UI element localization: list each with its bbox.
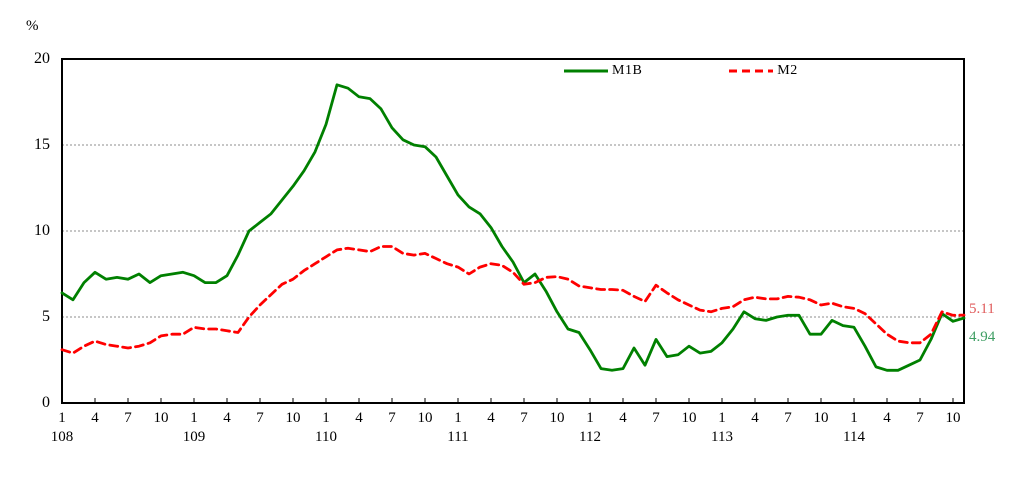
x-month-label: 1 bbox=[718, 410, 726, 426]
y-tick-label-20: 20 bbox=[34, 50, 50, 67]
x-month-label: 1 bbox=[454, 410, 462, 426]
x-month-label: 4 bbox=[223, 410, 231, 426]
x-month-label: 4 bbox=[883, 410, 891, 426]
x-month-label: 1 bbox=[58, 410, 66, 426]
x-month-label: 10 bbox=[153, 410, 169, 426]
y-axis-unit-label: % bbox=[26, 18, 39, 34]
x-month-label: 7 bbox=[256, 410, 264, 426]
x-month-label: 4 bbox=[487, 410, 495, 426]
x-year-label-113: 113 bbox=[711, 429, 733, 445]
x-month-label: 4 bbox=[619, 410, 627, 426]
x-year-label-108: 108 bbox=[50, 429, 74, 445]
x-month-label: 1 bbox=[190, 410, 198, 426]
x-year-label-110: 110 bbox=[315, 429, 337, 445]
m2-end-value-label: 5.11 bbox=[969, 301, 995, 317]
x-month-label: 1 bbox=[586, 410, 594, 426]
m1b-end-value-label: 4.94 bbox=[969, 329, 996, 345]
x-month-label: 4 bbox=[751, 410, 759, 426]
series-line-m1b bbox=[60, 83, 966, 372]
plot-border bbox=[61, 58, 965, 404]
x-month-label: 10 bbox=[417, 410, 433, 426]
x-month-label: 4 bbox=[91, 410, 99, 426]
legend-m1b-line-sample bbox=[564, 69, 608, 73]
x-month-label: 10 bbox=[681, 410, 697, 426]
y-tick-label-5: 5 bbox=[42, 308, 50, 325]
x-month-label: 10 bbox=[285, 410, 301, 426]
x-month-label: 1 bbox=[322, 410, 330, 426]
x-month-label: 7 bbox=[916, 410, 924, 426]
legend-label-m1b: M1B bbox=[612, 63, 643, 78]
x-month-label: 7 bbox=[388, 410, 396, 426]
y-tick-label-15: 15 bbox=[34, 136, 50, 153]
y-tick-label-10: 10 bbox=[34, 222, 50, 239]
legend: M1B M2 bbox=[563, 63, 798, 79]
x-month-label: 7 bbox=[652, 410, 660, 426]
legend-label-m2: M2 bbox=[777, 63, 798, 78]
x-month-label: 10 bbox=[813, 410, 829, 426]
x-year-label-111: 111 bbox=[447, 429, 469, 445]
x-year-label-112: 112 bbox=[579, 429, 601, 445]
legend-m2-line-sample bbox=[729, 69, 774, 73]
y-tick-label-0: 0 bbox=[42, 394, 50, 411]
x-month-label: 7 bbox=[124, 410, 132, 426]
x-month-label: 4 bbox=[355, 410, 363, 426]
legend-entry-m2: M2 bbox=[728, 63, 797, 79]
x-month-label: 10 bbox=[549, 410, 565, 426]
x-month-label: 7 bbox=[520, 410, 528, 426]
x-year-label-114: 114 bbox=[843, 429, 865, 445]
x-month-label: 10 bbox=[945, 410, 961, 426]
x-month-label: 7 bbox=[784, 410, 792, 426]
x-month-label: 1 bbox=[850, 410, 858, 426]
x-year-label-109: 109 bbox=[182, 429, 206, 445]
series-line-m2 bbox=[60, 245, 966, 355]
legend-entry-m1b: M1B bbox=[563, 63, 642, 79]
